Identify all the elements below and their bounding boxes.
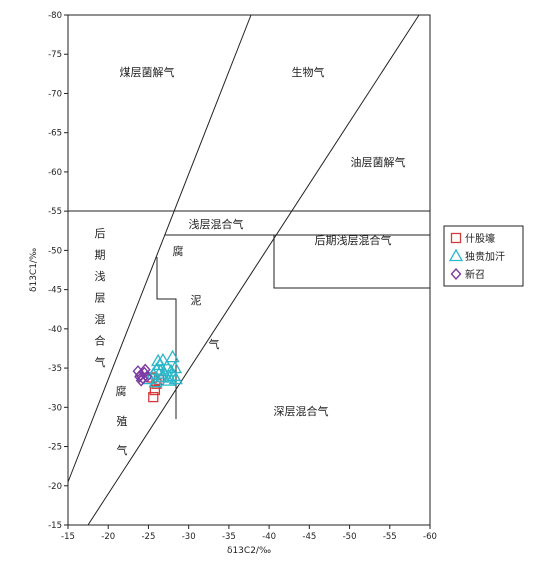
region-label-char: 合 <box>95 334 106 348</box>
label-sapropelic: 腐泥气 <box>173 244 220 351</box>
legend-marker-triangle <box>448 248 464 262</box>
legend-marker-square <box>450 232 462 244</box>
region-label-char: 气 <box>117 443 128 457</box>
square-data-point <box>149 384 161 396</box>
data-points <box>132 349 183 403</box>
region-label-char: 混 <box>95 313 106 326</box>
region-label-char: 期 <box>95 249 106 262</box>
y-tick-label: -25 <box>48 443 62 453</box>
y-tick-label: -75 <box>48 50 62 60</box>
x-tick-label: -60 <box>423 532 437 542</box>
y-tick-label: -15 <box>48 521 62 531</box>
x-tick-label: -30 <box>182 532 196 542</box>
label-deep-mixed: 深层混合气 <box>274 404 329 418</box>
triangle-data-point <box>157 366 172 379</box>
y-tick-label: -70 <box>48 89 62 99</box>
diamond-data-point <box>141 370 153 383</box>
region-label-char: 腐 <box>116 384 127 398</box>
y-tick-label: -60 <box>48 168 62 178</box>
legend-marker-diamond <box>450 267 462 281</box>
square-data-point <box>148 391 159 403</box>
legend-box <box>443 225 524 287</box>
boundary-humic-sapropelic <box>156 257 177 419</box>
label-late-shallow-mixed-right: 后期浅层混合气 <box>315 233 392 247</box>
region-label-char: 殖 <box>117 415 128 428</box>
label-late-shallow-mixed-vertical: 后期浅层混合气 <box>95 227 106 369</box>
x-tick-label: -50 <box>343 532 357 542</box>
region-label-char: 腐 <box>173 244 184 258</box>
label-shallow-mixed: 浅层混合气 <box>189 217 244 231</box>
region-boundaries <box>67 14 430 526</box>
x-tick-label: -45 <box>302 532 316 542</box>
label-oil-bacterial: 油层菌解气 <box>351 155 406 169</box>
region-label-char: 气 <box>209 337 220 351</box>
y-tick-label: -40 <box>48 325 62 335</box>
y-axis-title: δ13C1/‰ <box>29 248 39 292</box>
region-label-char: 浅 <box>95 270 106 283</box>
legend-label: 新召 <box>465 268 485 281</box>
diamond-data-point <box>134 370 146 383</box>
boundary-left-diagonal <box>67 14 252 483</box>
x-tick-label: -55 <box>383 532 397 542</box>
region-label-char: 泥 <box>191 294 202 307</box>
y-axis: -15 -20 -25 -30 -35 -40 -45 -50 -55 -60 -65 -70 -75 -… <box>48 11 68 531</box>
diamond-data-point <box>135 374 147 387</box>
triangle-data-point <box>148 374 163 388</box>
y-tick-label: -30 <box>48 403 62 413</box>
triangle-data-point <box>168 371 183 385</box>
y-tick-label: -80 <box>48 11 62 21</box>
boundary-shallow-mixed-box <box>165 234 282 289</box>
y-tick-label: -20 <box>48 482 62 492</box>
legend-label: 独贵加汗 <box>465 250 505 263</box>
region-label-char: 气 <box>95 355 106 369</box>
label-coal-bacterial: 煤层菌解气 <box>120 65 175 79</box>
y-tick-label: -45 <box>48 286 62 296</box>
x-tick-label: -15 <box>61 532 75 542</box>
triangle-data-point <box>162 370 177 383</box>
legend-label: 什股壕 <box>465 232 495 245</box>
triangle-data-point <box>153 363 168 377</box>
x-axis: -15 -20 -25 -30 -35 -40 -45 -50 -55 -60 <box>61 525 437 542</box>
x-tick-label: -25 <box>141 532 155 542</box>
region-label-char: 后 <box>95 227 106 240</box>
triangle-data-point <box>165 349 180 363</box>
plot-frame <box>67 14 431 526</box>
x-tick-label: -40 <box>262 532 276 542</box>
x-tick-label: -35 <box>222 532 236 542</box>
label-biogenic: 生物气 <box>292 65 325 79</box>
y-tick-label: -50 <box>48 246 62 256</box>
x-axis-title: δ13C2/‰ <box>227 546 271 556</box>
triangle-data-point <box>167 360 183 374</box>
triangle-data-point <box>150 353 166 367</box>
y-tick-label: -55 <box>48 207 62 217</box>
y-tick-label: -65 <box>48 129 62 139</box>
x-tick-label: -20 <box>101 532 115 542</box>
region-label-char: 层 <box>95 292 106 305</box>
y-tick-label: -35 <box>48 364 62 374</box>
boundary-right-diagonal <box>87 14 420 526</box>
label-humic: 腐殖气 <box>116 384 128 457</box>
diamond-data-point <box>139 363 151 376</box>
